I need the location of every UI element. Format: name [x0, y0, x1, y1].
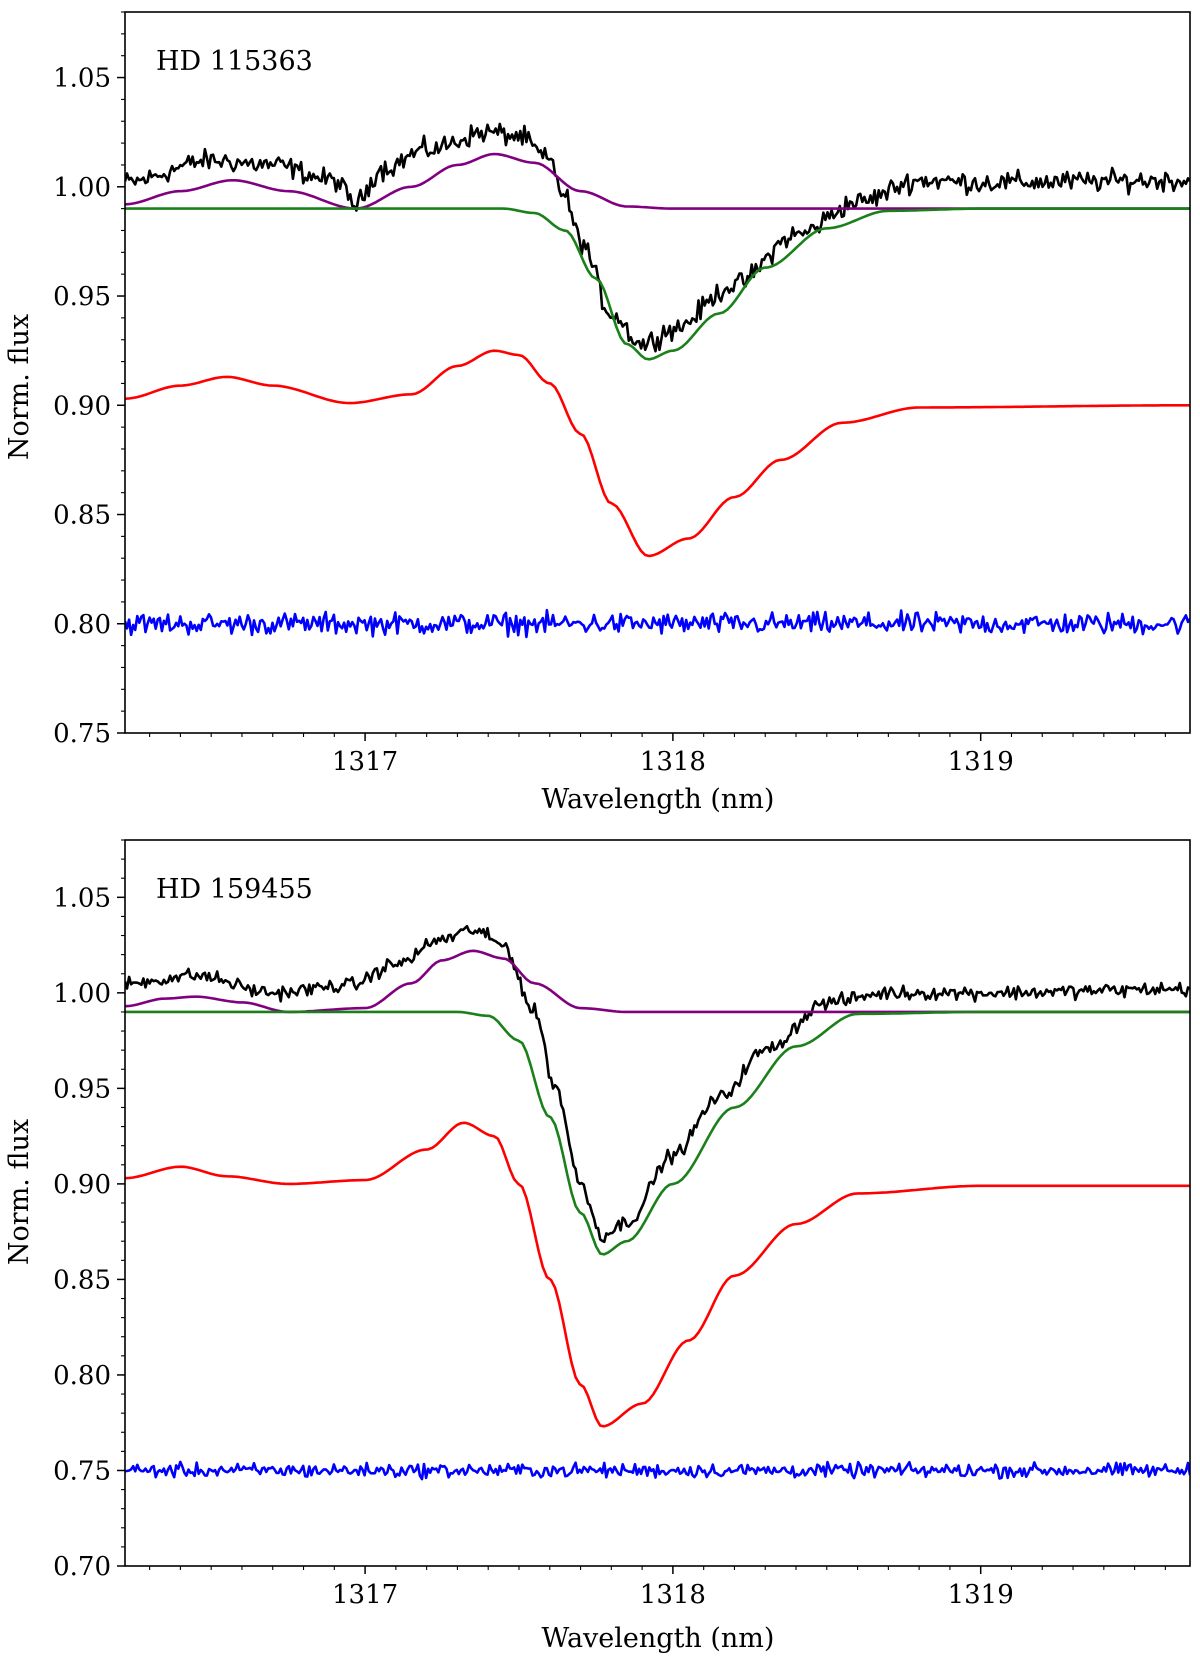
x-tick-label: 1318	[640, 747, 706, 777]
panel-title: HD 115363	[156, 46, 313, 77]
y-tick-label: 0.80	[53, 610, 111, 640]
y-tick-label: 1.05	[53, 883, 111, 913]
series-line-3	[125, 349, 1190, 558]
y-tick-label: 1.00	[53, 173, 111, 203]
x-tick-label: 1317	[332, 747, 398, 777]
series-line-2	[125, 207, 1190, 361]
y-axis-label: Norm. flux	[4, 1119, 35, 1265]
y-tick-label: 0.85	[53, 501, 111, 531]
series-line-4	[125, 1460, 1190, 1481]
axes-frame	[124, 11, 1191, 734]
plot-area	[125, 924, 1190, 1481]
series-line-0	[125, 924, 1190, 1244]
axes-frame	[124, 839, 1191, 1567]
panel-hd-115363: HD 115363 Wavelength (nm) Norm. flux 131…	[4, 11, 1191, 815]
y-tick-label: 0.80	[53, 1361, 111, 1391]
y-tick-label: 1.00	[53, 979, 111, 1009]
y-tick-label: 0.85	[53, 1265, 111, 1295]
x-axis-label: Wavelength (nm)	[542, 784, 775, 815]
x-axis-label: Wavelength (nm)	[542, 1623, 775, 1654]
y-tick-label: 0.70	[53, 1552, 111, 1582]
panel-hd-159455: HD 159455 Wavelength (nm) Norm. flux 131…	[4, 839, 1191, 1654]
x-tick-label: 1319	[948, 1580, 1014, 1610]
series-line-4	[125, 608, 1190, 639]
y-tick-label: 0.90	[53, 391, 111, 421]
series-line-0	[125, 122, 1190, 353]
x-tick-label: 1319	[948, 747, 1014, 777]
panel-title: HD 159455	[156, 874, 313, 905]
y-tick-label: 1.05	[53, 64, 111, 94]
y-axis-label: Norm. flux	[4, 314, 35, 460]
plot-area	[125, 122, 1190, 639]
series-line-2	[125, 1010, 1190, 1256]
y-tick-label: 0.95	[53, 282, 111, 312]
series-line-1	[125, 152, 1190, 210]
y-tick-label: 0.90	[53, 1170, 111, 1200]
x-tick-label: 1317	[332, 1580, 398, 1610]
y-tick-label: 0.95	[53, 1074, 111, 1104]
y-tick-label: 0.75	[53, 719, 111, 749]
x-tick-label: 1318	[640, 1580, 706, 1610]
series-line-3	[125, 1121, 1190, 1428]
series-line-1	[125, 949, 1190, 1014]
y-tick-label: 0.75	[53, 1456, 111, 1486]
